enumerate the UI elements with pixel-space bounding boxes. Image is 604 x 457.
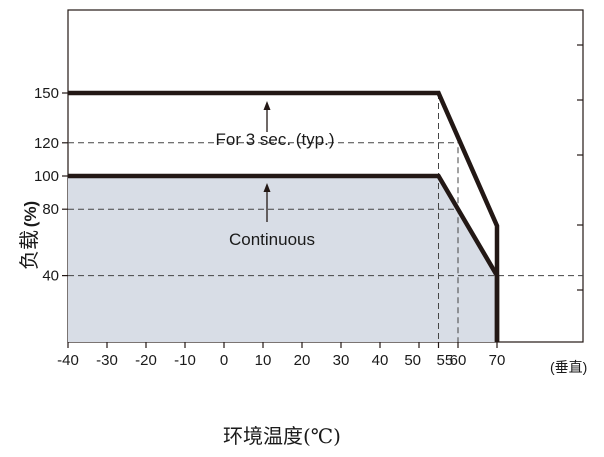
x-tick-label--40: -40 bbox=[57, 352, 79, 369]
y-tick-label-150: 150 bbox=[34, 85, 59, 102]
x-tick-label--10: -10 bbox=[174, 352, 196, 369]
x-tick-label-40: 40 bbox=[372, 352, 389, 369]
label-3sec: For 3 sec. (typ.) bbox=[215, 130, 334, 149]
x-tick-label-20: 20 bbox=[294, 352, 311, 369]
arrow-3sec-head bbox=[263, 101, 271, 110]
y-axis-title: 负载 bbox=[17, 230, 41, 270]
x-tick-label-50: 50 bbox=[404, 352, 421, 369]
x-tick-label-0: 0 bbox=[220, 352, 228, 369]
y-axis-unit: (%) bbox=[21, 201, 40, 227]
x-axis-suffix: (垂直) bbox=[550, 359, 587, 375]
y-tick-label-80: 80 bbox=[42, 201, 59, 218]
x-tick-label-55: 55 bbox=[437, 352, 454, 369]
x-tick-label-30: 30 bbox=[333, 352, 350, 369]
x-tick-label-10: 10 bbox=[255, 352, 272, 369]
x-tick-label--20: -20 bbox=[135, 352, 157, 369]
y-tick-label-40: 40 bbox=[42, 268, 59, 285]
y-tick-label-100: 100 bbox=[34, 168, 59, 185]
arrow-continuous-head bbox=[263, 183, 271, 192]
x-axis-title: 环境温度(℃) bbox=[223, 424, 341, 448]
x-tick-label-60: 60 bbox=[450, 352, 467, 369]
series-line-continuous bbox=[68, 173, 500, 342]
continuous-area-fill bbox=[68, 176, 497, 342]
x-tick-label--30: -30 bbox=[96, 352, 118, 369]
y-tick-label-120: 120 bbox=[34, 135, 59, 152]
label-continuous: Continuous bbox=[229, 230, 315, 249]
x-tick-label-70: 70 bbox=[489, 352, 506, 369]
